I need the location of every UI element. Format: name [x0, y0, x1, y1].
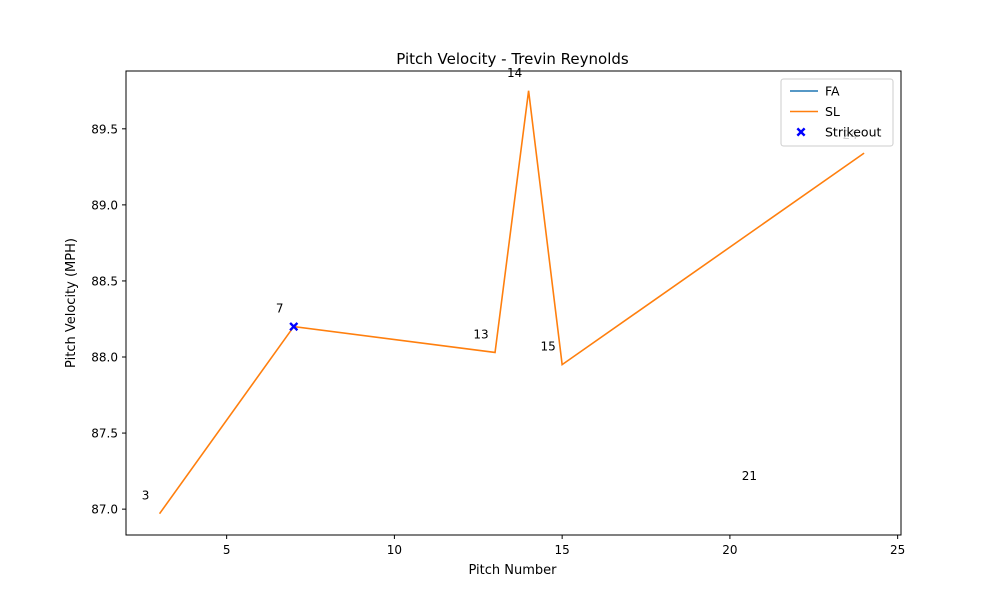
series-line-sl	[158, 90, 865, 515]
y-tick-label: 87.0	[91, 503, 118, 517]
x-tick-label: 15	[555, 543, 570, 557]
x-tick-label: 10	[387, 543, 402, 557]
y-tick-label: 88.0	[91, 351, 118, 365]
y-tick-label: 89.0	[91, 198, 118, 212]
x-tick-label: 25	[890, 543, 905, 557]
x-tick-label: 5	[223, 543, 231, 557]
x-axis-ticks: 5 10 15 20 25	[223, 535, 905, 557]
chart-title: Pitch Velocity - Trevin Reynolds	[396, 50, 629, 68]
point-label: 7	[276, 302, 284, 316]
y-axis-ticks: 87.0 87.5 88.0 88.5 89.0 89.5	[91, 122, 126, 517]
x-tick-label: 20	[722, 543, 737, 557]
legend: FA SL Strikeout	[780, 78, 894, 147]
point-label: 13	[473, 327, 488, 341]
point-label: 14	[507, 66, 522, 80]
plot-frame	[125, 70, 902, 536]
y-tick-label: 89.5	[91, 122, 118, 136]
legend-swatch-strikeout	[796, 127, 806, 137]
legend-label: SL	[825, 104, 840, 119]
x-axis-label: Pitch Number	[468, 563, 557, 578]
y-tick-label: 87.5	[91, 427, 118, 441]
point-label: 3	[142, 489, 150, 503]
point-label: 21	[742, 469, 757, 483]
legend-label: FA	[825, 84, 840, 99]
y-axis-label: Pitch Velocity (MPH)	[64, 238, 79, 368]
strikeout-marker	[289, 322, 299, 332]
y-tick-label: 88.5	[91, 274, 118, 288]
legend-label: Strikeout	[825, 125, 882, 140]
legend-box	[780, 78, 894, 147]
point-label: 15	[541, 340, 556, 354]
